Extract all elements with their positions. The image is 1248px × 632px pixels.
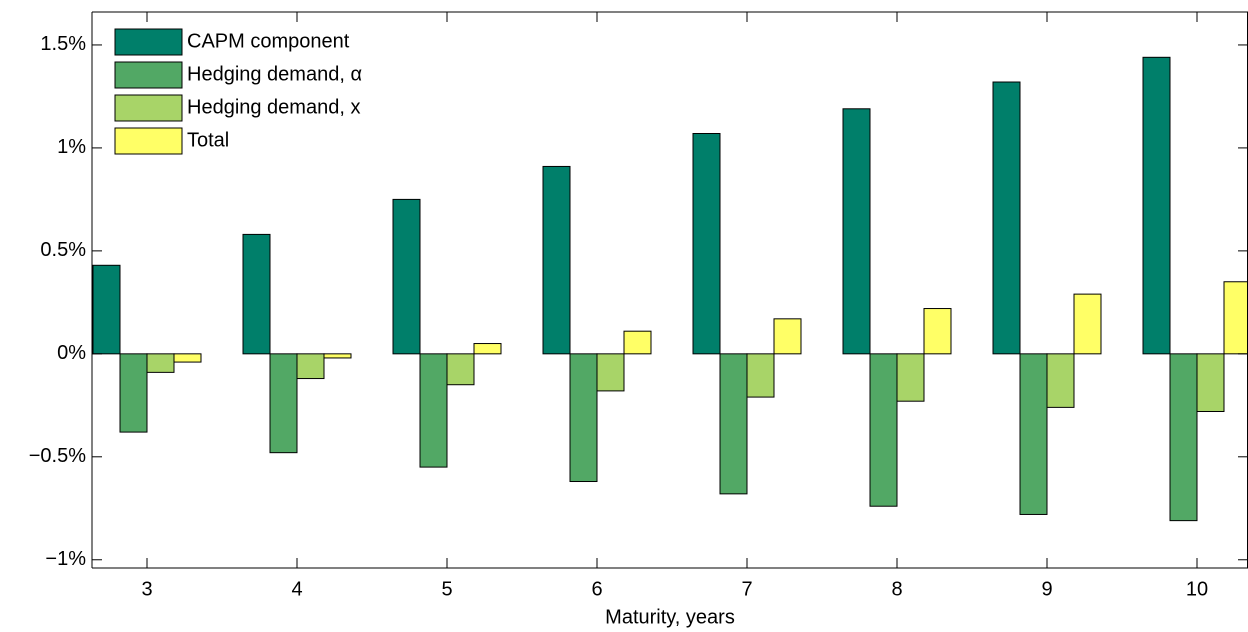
bar [569, 353, 598, 483]
bar [269, 353, 298, 454]
bar [1169, 353, 1198, 522]
bar [473, 343, 502, 355]
bar [992, 81, 1021, 355]
x-axis-label: Maturity, years [605, 606, 735, 628]
legend-swatch [114, 28, 183, 56]
y-tick-label: 0% [57, 342, 86, 364]
bar [1142, 56, 1171, 355]
y-tick-label: 1% [57, 136, 86, 158]
bar [1046, 353, 1075, 408]
bar [119, 353, 148, 433]
y-tick-label: 1.5% [40, 33, 86, 55]
bar [92, 264, 121, 355]
y-tick-label: 0.5% [40, 239, 86, 261]
bar [923, 308, 952, 355]
bar [419, 353, 448, 468]
bar [146, 353, 175, 373]
x-tick-label: 6 [591, 578, 602, 600]
x-tick-label: 10 [1186, 578, 1208, 600]
legend-swatch [114, 61, 183, 89]
y-tick-label: −0.5% [29, 445, 86, 467]
bar [1073, 293, 1102, 355]
x-tick-label: 5 [441, 578, 452, 600]
legend-swatch [114, 127, 183, 155]
bar [896, 353, 925, 402]
x-tick-label: 3 [141, 578, 152, 600]
legend-label: Total [187, 129, 229, 151]
bar [1019, 353, 1048, 515]
plot-area [92, 56, 1248, 522]
bar [869, 353, 898, 507]
legend-label: CAPM component [187, 30, 350, 52]
bar [596, 353, 625, 392]
bar [692, 132, 721, 355]
bar [296, 353, 325, 380]
bar [623, 330, 652, 355]
bar [446, 353, 475, 386]
bar [542, 165, 571, 355]
bar [1223, 281, 1248, 355]
bar [842, 108, 871, 355]
legend-label: Hedging demand, α [187, 63, 362, 85]
legend-label: Hedging demand, x [187, 96, 360, 118]
legend-swatch [114, 94, 183, 122]
bar [773, 318, 802, 355]
bar [719, 353, 748, 495]
bar [242, 233, 271, 355]
bar [1196, 353, 1225, 412]
x-tick-label: 4 [291, 578, 302, 600]
bar [323, 353, 352, 359]
x-tick-label: 7 [741, 578, 752, 600]
x-tick-label: 8 [891, 578, 902, 600]
x-tick-label: 9 [1041, 578, 1052, 600]
bar [746, 353, 775, 398]
y-tick-label: −1% [45, 548, 86, 570]
bar [392, 198, 421, 355]
bar [173, 353, 202, 363]
